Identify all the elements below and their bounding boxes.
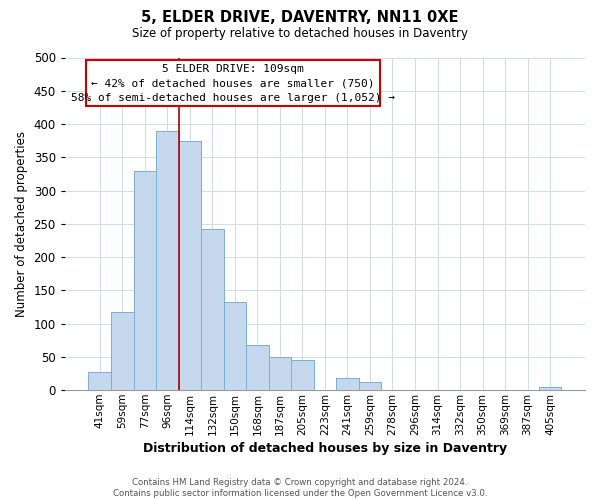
Bar (179, 140, 201, 390)
Bar (246, 345, 269, 390)
FancyBboxPatch shape (86, 60, 380, 106)
Text: Contains HM Land Registry data © Crown copyright and database right 2024.
Contai: Contains HM Land Registry data © Crown c… (113, 478, 487, 498)
Bar (156, 130, 179, 390)
X-axis label: Distribution of detached houses by size in Daventry: Distribution of detached houses by size … (143, 442, 507, 455)
Bar (269, 357, 291, 390)
Bar (291, 360, 314, 390)
Text: 58% of semi-detached houses are larger (1,052) →: 58% of semi-detached houses are larger (… (71, 93, 395, 103)
Text: Size of property relative to detached houses in Daventry: Size of property relative to detached ho… (132, 28, 468, 40)
Bar (201, 229, 224, 390)
Bar (336, 378, 359, 390)
Bar (359, 382, 381, 390)
Text: ← 42% of detached houses are smaller (750): ← 42% of detached houses are smaller (75… (91, 78, 374, 88)
Bar (539, 387, 562, 390)
Bar (134, 170, 156, 390)
Y-axis label: Number of detached properties: Number of detached properties (15, 131, 28, 317)
Text: 5, ELDER DRIVE, DAVENTRY, NN11 0XE: 5, ELDER DRIVE, DAVENTRY, NN11 0XE (141, 10, 459, 25)
Bar (111, 312, 134, 390)
Bar (224, 302, 246, 390)
Text: 5 ELDER DRIVE: 109sqm: 5 ELDER DRIVE: 109sqm (162, 64, 304, 74)
Bar (88, 372, 111, 390)
